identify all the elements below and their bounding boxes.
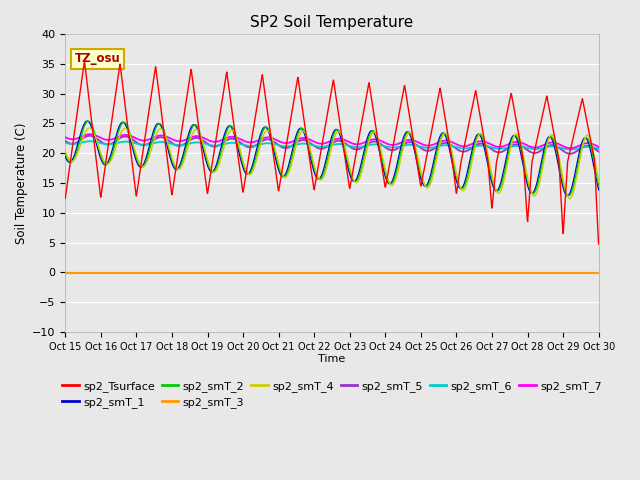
Legend: sp2_Tsurface, sp2_smT_1, sp2_smT_2, sp2_smT_3, sp2_smT_4, sp2_smT_5, sp2_smT_6, : sp2_Tsurface, sp2_smT_1, sp2_smT_2, sp2_… <box>58 376 606 412</box>
Y-axis label: Soil Temperature (C): Soil Temperature (C) <box>15 122 28 244</box>
X-axis label: Time: Time <box>318 354 346 364</box>
Text: TZ_osu: TZ_osu <box>75 52 120 65</box>
Title: SP2 Soil Temperature: SP2 Soil Temperature <box>250 15 413 30</box>
